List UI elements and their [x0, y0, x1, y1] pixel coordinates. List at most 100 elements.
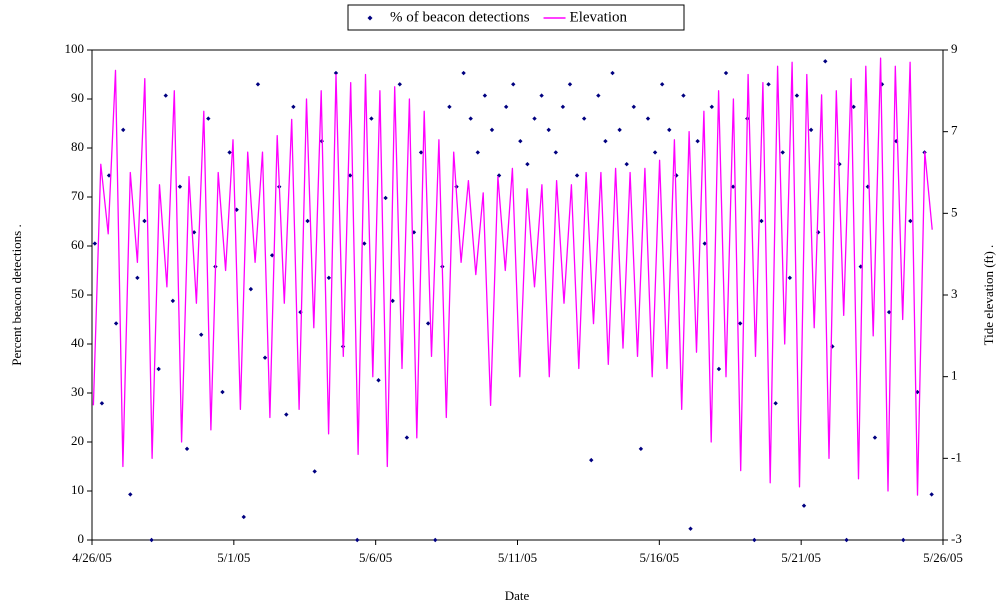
data-point	[752, 537, 757, 543]
data-point	[418, 150, 424, 155]
y2-tick-label: 9	[951, 41, 958, 56]
data-point	[170, 298, 176, 304]
data-point	[546, 127, 551, 133]
data-point	[674, 173, 679, 178]
data-point	[376, 378, 381, 383]
x-tick-label: 5/21/05	[781, 550, 821, 565]
data-point	[872, 435, 878, 440]
data-point	[702, 241, 707, 246]
data-point	[525, 161, 530, 167]
data-point	[929, 492, 934, 497]
data-point	[433, 537, 438, 543]
data-point	[596, 93, 601, 98]
data-point	[227, 150, 232, 155]
data-point	[411, 230, 417, 235]
data-point	[177, 184, 183, 189]
data-point	[262, 355, 268, 360]
x-tick-label: 5/6/05	[359, 550, 392, 565]
data-point	[191, 230, 197, 235]
data-point	[142, 218, 147, 224]
data-point	[879, 82, 885, 87]
data-point	[255, 82, 261, 87]
data-point	[305, 218, 310, 224]
data-point	[383, 195, 388, 201]
data-point	[567, 82, 573, 87]
data-point	[312, 469, 317, 474]
data-point	[759, 218, 764, 224]
data-point	[291, 104, 296, 110]
data-point	[603, 138, 608, 144]
data-point	[667, 127, 672, 133]
data-point	[581, 116, 587, 121]
data-point	[723, 70, 729, 76]
data-point	[844, 537, 849, 543]
data-point	[468, 116, 473, 121]
legend-label: Elevation	[570, 9, 628, 25]
data-point	[631, 104, 637, 110]
y-tick-label: 0	[78, 531, 85, 546]
data-point	[121, 127, 126, 133]
y-tick-label: 60	[71, 237, 84, 252]
y-tick-label: 50	[71, 286, 84, 301]
data-point	[737, 321, 743, 326]
data-point	[773, 401, 778, 406]
data-point	[645, 116, 651, 121]
elevation-line	[92, 57, 933, 496]
y2-tick-label: 3	[951, 286, 958, 301]
data-point	[206, 116, 211, 121]
data-point	[730, 184, 736, 189]
data-point	[801, 503, 807, 508]
data-point	[539, 93, 544, 98]
data-point	[390, 298, 395, 304]
data-point	[397, 82, 402, 87]
legend-marker	[367, 15, 373, 21]
y2-tick-label: 7	[951, 123, 958, 138]
y2-axis-label: Tide elevation (ft) .	[981, 245, 996, 346]
x-tick-label: 5/16/05	[639, 550, 679, 565]
data-point	[511, 82, 516, 87]
y-tick-label: 90	[71, 90, 84, 105]
data-point	[780, 150, 785, 155]
x-axis-label: Date	[505, 588, 530, 603]
data-point	[865, 184, 871, 189]
data-point	[837, 161, 842, 167]
data-point	[248, 286, 254, 292]
y-axis-label: Percent beacon detections .	[9, 224, 24, 366]
y-tick-label: 30	[71, 384, 84, 399]
data-point	[113, 321, 119, 326]
y2-tick-label: -3	[951, 531, 962, 546]
data-point	[886, 309, 892, 315]
legend-box	[347, 4, 685, 31]
x-tick-label: 5/11/05	[498, 550, 537, 565]
data-point	[447, 104, 452, 110]
x-tick-label: 4/26/05	[72, 550, 112, 565]
data-point	[893, 138, 899, 144]
data-point	[518, 138, 523, 144]
data-point	[794, 93, 800, 98]
data-point	[652, 150, 658, 155]
data-point	[489, 127, 495, 133]
data-point	[347, 173, 353, 178]
data-point	[135, 275, 140, 281]
data-point	[241, 514, 246, 520]
y2-tick-label: 1	[951, 368, 958, 383]
data-point	[808, 127, 814, 133]
data-point	[787, 275, 793, 281]
data-point	[404, 435, 410, 440]
data-point	[709, 104, 715, 110]
y2-tick-label: 5	[951, 204, 958, 219]
data-point	[823, 59, 828, 64]
x-tick-label: 5/1/05	[217, 550, 250, 565]
y2-tick-label: -1	[951, 449, 962, 464]
data-point	[851, 104, 856, 110]
y-tick-label: 20	[71, 433, 84, 448]
data-point	[269, 253, 275, 258]
data-point	[574, 173, 580, 178]
data-point	[333, 70, 339, 76]
data-point	[184, 446, 190, 452]
y-tick-label: 80	[71, 139, 84, 154]
data-point	[659, 82, 665, 87]
data-point	[553, 150, 558, 155]
